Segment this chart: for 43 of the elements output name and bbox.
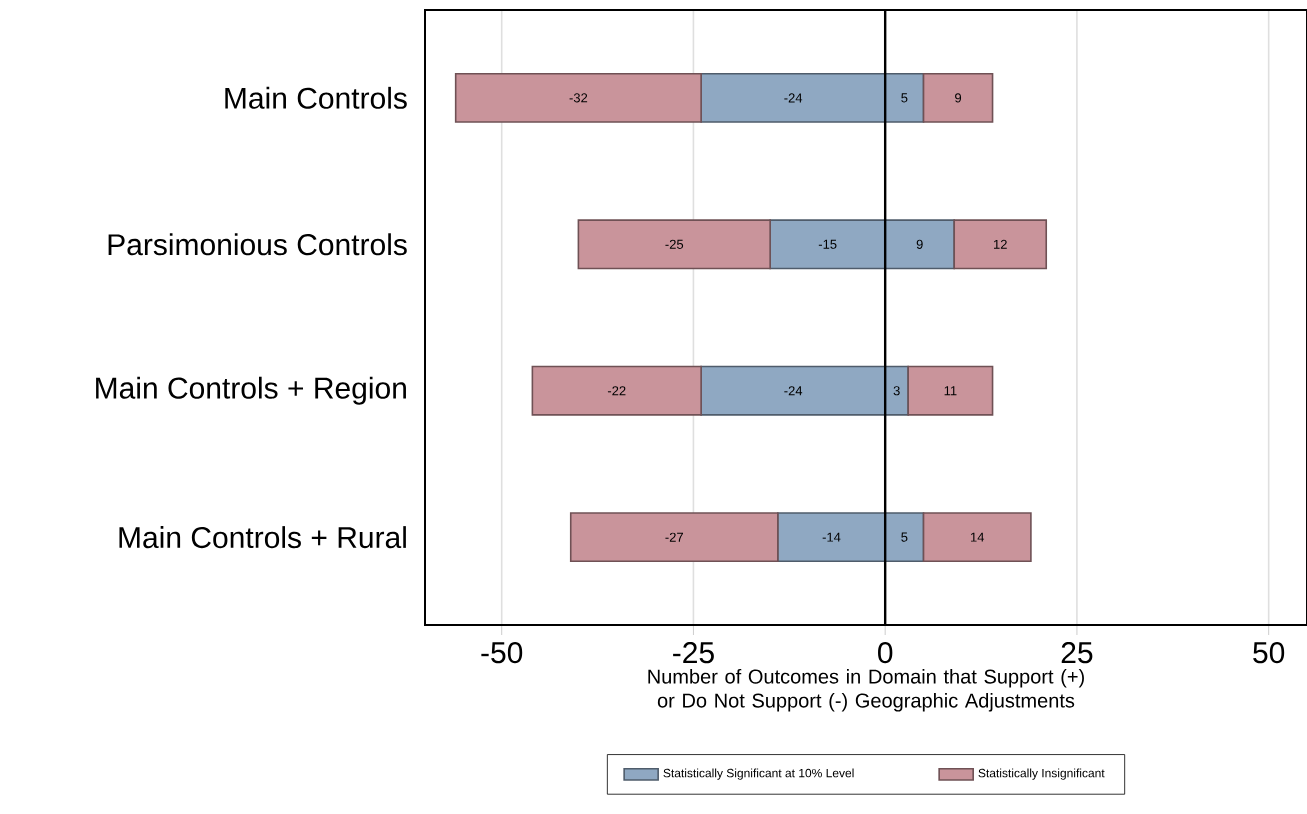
data-label: 3 [893,386,900,396]
data-label: 12 [994,239,1007,249]
bar [769,219,886,270]
data-label: 5 [901,532,908,542]
bar [922,512,1032,563]
bar [569,512,779,563]
bar [700,72,886,123]
data-label: 5 [901,93,908,103]
y-tick-label: Main Controls [225,86,407,109]
bar [454,72,702,123]
bar [922,72,994,123]
x-tick-label: 0 [878,642,893,664]
data-label: 11 [944,386,957,396]
bar [577,219,771,270]
data-label: -25 [665,239,684,249]
x-tick-label: -25 [673,642,714,664]
x-tick-label: 50 [1253,642,1285,664]
data-label: 14 [970,532,985,542]
data-label: -27 [665,532,683,542]
bar [700,365,886,416]
y-tick-label: Main Controls + Rural [119,526,406,549]
y-tick-label: Main Controls + Region [96,376,406,405]
x-tick-label: 25 [1061,642,1093,664]
data-label: 9 [916,239,923,249]
bar [884,72,925,123]
data-label: 9 [955,93,962,103]
data-label: -14 [822,532,841,542]
bar [531,365,702,416]
bar [884,512,925,563]
bar [953,219,1048,270]
bar [884,219,956,270]
data-label: -15 [818,239,837,249]
data-label: -24 [784,93,803,103]
legend-label: Statistically Significant at 10% Level [663,768,854,780]
data-label: -22 [607,386,626,396]
bar [907,365,994,416]
data-label: -24 [784,386,803,396]
y-tick-label: Parsimonious Controls [108,233,407,256]
data-label: -32 [569,93,588,103]
legend-label: Statistically Insignificant [978,768,1105,780]
x-tick-label: -50 [481,642,523,664]
bar [777,512,886,563]
x-axis-title: Number of Outcomes in Domain that Support (+) or Do Not Support (-) Geographic Adjustments [648,668,1084,712]
